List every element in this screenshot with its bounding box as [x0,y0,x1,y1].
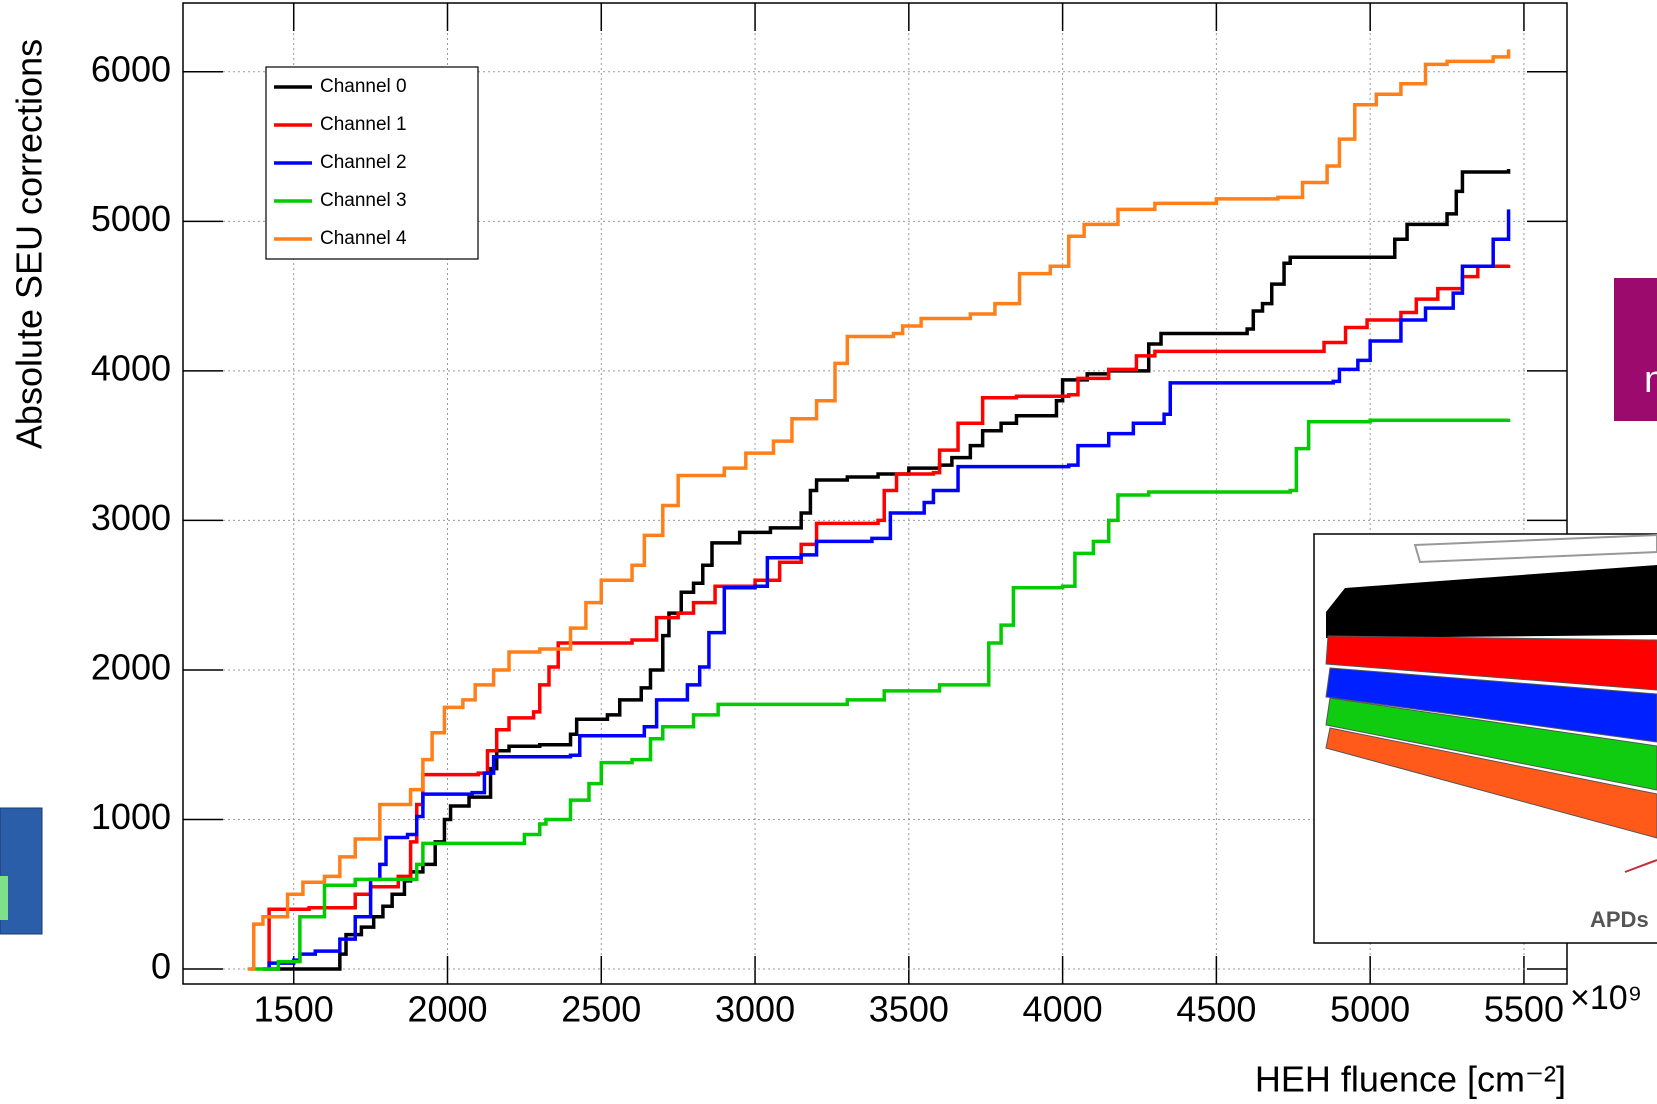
y-tick-label: 0 [151,946,171,987]
series-line [250,418,1511,971]
legend-label: Channel 4 [320,228,407,249]
x-tick-label: 1500 [254,989,334,1030]
x-tick-label: 5000 [1330,989,1410,1030]
series-line [267,209,1511,970]
y-tick-label: 4000 [91,347,171,388]
legend-label: Channel 2 [320,152,407,173]
series-line [267,264,1511,970]
plot-area: 1500 2000 2500 3000 3500 4000 4500 5000 5500 0 100… [91,2,1568,1030]
annotation: APDs [1590,907,1649,932]
series-line [247,49,1511,971]
x-tick-label: 5500 [1484,989,1564,1030]
y-tick-label: 2000 [91,646,171,687]
inset-image: APDs [1313,533,1657,944]
x-tick-label: 3000 [715,989,795,1030]
y-tick-label: 6000 [91,48,171,89]
x-tick-label: 4000 [1023,989,1103,1030]
slide-box [1614,278,1657,421]
x-axis-title: HEH fluence [cm⁻²] [1255,1059,1566,1100]
x-tick-label: 3500 [869,989,949,1030]
y-tick-label: 5000 [91,198,171,239]
slide-box-inner [0,876,8,920]
y-tick-label: 3000 [91,497,171,538]
x-tick-label: 2000 [407,989,487,1030]
plot-frame [182,2,1568,985]
x-tick-label: 4500 [1176,989,1256,1030]
legend-label: Channel 3 [320,190,407,211]
y-tick-label: 1000 [91,796,171,837]
y-axis-title: Absolute SEU corrections [9,39,50,449]
legend-label: Channel 1 [320,114,407,135]
axis-multiplier: ×10⁹ [1570,979,1642,1017]
legend-label: Channel 0 [320,76,407,97]
annotation: n [1644,359,1657,401]
x-tick-label: 2500 [561,989,641,1030]
